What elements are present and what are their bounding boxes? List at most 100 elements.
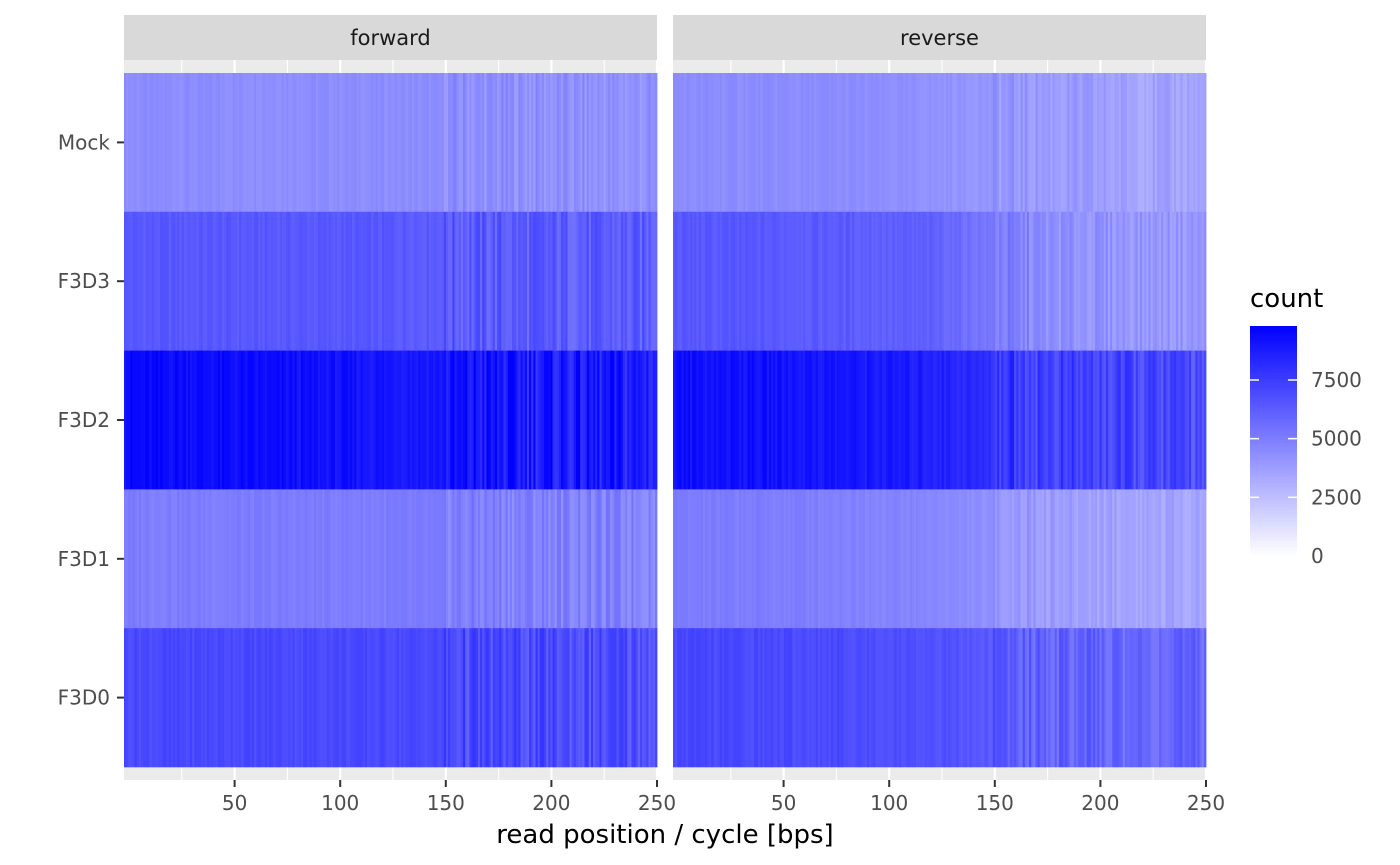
heatmap-tile xyxy=(698,628,702,768)
heatmap-tile xyxy=(1043,211,1047,351)
heatmap-tile xyxy=(318,489,321,629)
heatmap-tile xyxy=(1052,350,1056,490)
heatmap-tile xyxy=(151,211,155,351)
heatmap-tile xyxy=(1184,489,1188,629)
heatmap-tile xyxy=(279,489,283,629)
heatmap-tile xyxy=(254,211,257,351)
heatmap-tile xyxy=(1135,350,1139,490)
heatmap-tile xyxy=(1086,211,1090,351)
heatmap-tile xyxy=(247,628,251,768)
heatmap-tile xyxy=(1193,73,1196,213)
heatmap-tile xyxy=(597,489,600,629)
heatmap-tile xyxy=(264,628,268,768)
heatmap-tile xyxy=(1016,628,1019,768)
heatmap-tile xyxy=(437,489,440,629)
heatmap-tile xyxy=(962,211,966,351)
heatmap-tile xyxy=(134,350,138,490)
heatmap-tile xyxy=(226,489,229,629)
heatmap-tile xyxy=(627,350,630,490)
heatmap-tile xyxy=(642,73,645,213)
heatmap-tile xyxy=(497,628,500,768)
heatmap-tile xyxy=(599,628,602,768)
heatmap-tile xyxy=(773,73,776,213)
heatmap-tile xyxy=(561,628,564,768)
heatmap-tile xyxy=(743,211,746,351)
heatmap-tile xyxy=(1097,628,1100,768)
heatmap-tile xyxy=(1114,628,1117,768)
heatmap-tile xyxy=(943,211,947,351)
heatmap-tile xyxy=(977,350,981,490)
heatmap-tile xyxy=(258,350,261,490)
heatmap-tile xyxy=(582,211,585,351)
heatmap-tile xyxy=(1024,489,1028,629)
heatmap-tile xyxy=(943,628,947,768)
heatmap-tile xyxy=(911,73,915,213)
heatmap-tile xyxy=(392,489,396,629)
heatmap-tile xyxy=(1131,628,1134,768)
heatmap-tile xyxy=(1167,350,1171,490)
heatmap-tile xyxy=(497,73,500,213)
heatmap-tile xyxy=(546,350,549,490)
heatmap-tile xyxy=(435,211,438,351)
heatmap-tile xyxy=(958,489,962,629)
heatmap-tile xyxy=(337,628,340,768)
heatmap-tile xyxy=(722,489,725,629)
heatmap-tile xyxy=(860,489,864,629)
heatmap-tile xyxy=(898,628,902,768)
heatmap-tile xyxy=(933,211,936,351)
heatmap-tile xyxy=(565,73,568,213)
heatmap-tile xyxy=(377,211,381,351)
heatmap-tile xyxy=(435,73,438,213)
heatmap-tile xyxy=(550,211,553,351)
heatmap-tile xyxy=(1203,73,1207,213)
heatmap-tile xyxy=(1090,489,1094,629)
heatmap-tile xyxy=(1061,628,1064,768)
heatmap-tile xyxy=(1203,211,1207,351)
x-tick-label: 150 xyxy=(976,791,1014,815)
heatmap-tile xyxy=(1203,489,1207,629)
heatmap-tile xyxy=(381,73,385,213)
heatmap-tile xyxy=(318,628,321,768)
heatmap-tile xyxy=(1114,350,1117,490)
heatmap-tile xyxy=(612,211,615,351)
legend-tick-label: 0 xyxy=(1311,544,1324,568)
heatmap-tile xyxy=(1082,350,1085,490)
heatmap-tile xyxy=(217,350,221,490)
heatmap-tile xyxy=(815,489,819,629)
heatmap-tile xyxy=(439,489,443,629)
heatmap-tile xyxy=(247,73,251,213)
heatmap-tile xyxy=(911,489,915,629)
heatmap-tile xyxy=(422,489,426,629)
heatmap-tile xyxy=(394,73,398,213)
heatmap-tile xyxy=(526,350,530,490)
heatmap-tile xyxy=(1005,350,1009,490)
heatmap-tile xyxy=(852,628,855,768)
heatmap-tile xyxy=(828,73,832,213)
heatmap-tile xyxy=(605,211,609,351)
heatmap-tile xyxy=(337,211,340,351)
heatmap-tile xyxy=(747,211,751,351)
heatmap-tile xyxy=(339,211,342,351)
heatmap-tile xyxy=(1054,211,1058,351)
heatmap-tile xyxy=(324,350,327,490)
heatmap-tile xyxy=(841,211,844,351)
heatmap-tile xyxy=(416,489,419,629)
heatmap-tile xyxy=(1069,350,1073,490)
heatmap-tile xyxy=(1050,489,1053,629)
heatmap-tile xyxy=(892,211,896,351)
heatmap-tile xyxy=(558,350,562,490)
heatmap-tile xyxy=(558,628,562,768)
heatmap-tile xyxy=(741,628,744,768)
heatmap-tile xyxy=(1014,211,1017,351)
heatmap-tile xyxy=(315,628,319,768)
heatmap-tile xyxy=(471,73,475,213)
heatmap-tile xyxy=(1003,211,1006,351)
heatmap-tile xyxy=(704,489,708,629)
x-tick-label: 250 xyxy=(638,791,676,815)
heatmap-tile xyxy=(1082,73,1085,213)
heatmap-tile xyxy=(283,73,287,213)
heatmap-tile xyxy=(852,73,855,213)
heatmap-tile xyxy=(166,350,170,490)
heatmap-tile xyxy=(858,628,862,768)
heatmap-tile xyxy=(1154,73,1158,213)
